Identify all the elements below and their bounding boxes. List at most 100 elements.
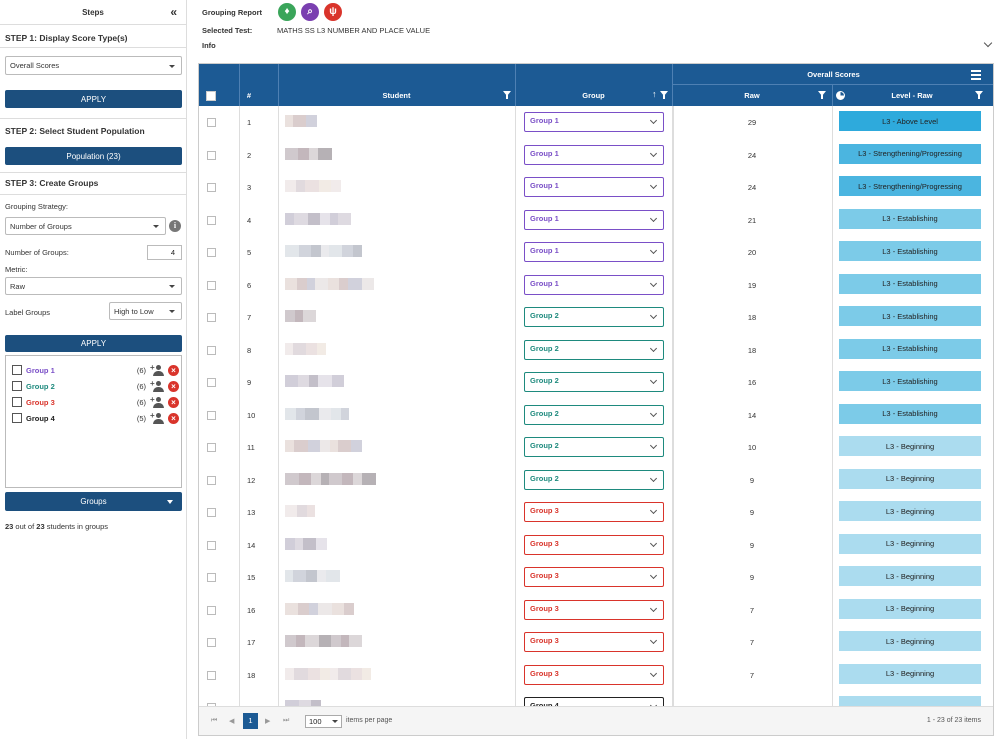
group-select[interactable]: Group 4: [524, 697, 664, 706]
info-toggle-label[interactable]: Info: [202, 41, 216, 50]
group-select[interactable]: Group 2: [524, 339, 664, 360]
apply-score-type-button[interactable]: APPLY: [5, 90, 182, 108]
row-checkbox[interactable]: [207, 508, 216, 517]
group-select[interactable]: Group 3: [524, 567, 664, 587]
info-icon[interactable]: i: [169, 220, 181, 232]
student-name-redacted[interactable]: [285, 472, 376, 485]
student-name-redacted[interactable]: [285, 375, 344, 387]
label-groups-select[interactable]: High to Low: [109, 302, 182, 320]
student-name-redacted[interactable]: [285, 245, 362, 257]
col-level-header[interactable]: Level - Raw: [891, 91, 933, 100]
apply-groups-button[interactable]: APPLY: [5, 335, 182, 352]
select-all-checkbox[interactable]: [206, 91, 216, 101]
group-select[interactable]: Group 1: [524, 177, 664, 197]
row-checkbox[interactable]: [207, 638, 216, 647]
group-select[interactable]: Group 2: [524, 372, 664, 392]
col-raw-header[interactable]: Raw: [744, 91, 760, 100]
remove-group-icon[interactable]: ×: [168, 412, 179, 424]
group-checkbox[interactable]: [12, 381, 22, 391]
metric-select[interactable]: Raw: [5, 277, 182, 295]
remove-group-icon[interactable]: ×: [168, 364, 179, 376]
student-name-redacted[interactable]: [285, 310, 316, 322]
tie-icon[interactable]: ♦: [278, 3, 296, 21]
group-select[interactable]: Group 1: [524, 144, 664, 165]
group-checkbox[interactable]: [12, 413, 22, 423]
current-page-button[interactable]: 1: [243, 713, 258, 729]
group-select[interactable]: Group 2: [524, 307, 664, 327]
add-user-icon[interactable]: +: [150, 363, 164, 376]
student-name-redacted[interactable]: [285, 635, 362, 647]
grouping-strategy-select[interactable]: Number of Groups: [5, 217, 166, 235]
column-menu-icon[interactable]: [971, 70, 981, 82]
student-name-redacted[interactable]: [285, 277, 374, 290]
chart-pie-icon[interactable]: [836, 91, 845, 100]
filter-icon[interactable]: [503, 91, 511, 99]
row-checkbox[interactable]: [207, 313, 216, 322]
group-select[interactable]: Group 3: [524, 599, 664, 620]
student-name-redacted[interactable]: [285, 115, 317, 127]
row-checkbox[interactable]: [207, 280, 216, 290]
student-name-redacted[interactable]: [285, 700, 321, 706]
group-checkbox[interactable]: [12, 397, 22, 407]
group-checkbox[interactable]: [12, 365, 22, 375]
row-checkbox[interactable]: [207, 410, 216, 420]
student-name-redacted[interactable]: [285, 570, 340, 582]
student-name-redacted[interactable]: [285, 147, 332, 160]
row-checkbox[interactable]: [207, 573, 216, 582]
group-select[interactable]: Group 1: [524, 242, 664, 262]
group-select[interactable]: Group 1: [524, 274, 664, 295]
row-checkbox[interactable]: [207, 248, 216, 257]
score-type-select[interactable]: Overall Scores: [5, 56, 182, 75]
row-checkbox[interactable]: [207, 475, 216, 485]
student-name-redacted[interactable]: [285, 440, 362, 452]
row-checkbox[interactable]: [207, 345, 216, 355]
page-size-select[interactable]: 100: [305, 715, 342, 728]
col-student-header[interactable]: Student: [382, 91, 411, 100]
student-name-redacted[interactable]: [285, 407, 349, 420]
prev-page-button[interactable]: ◀: [229, 718, 235, 725]
row-checkbox[interactable]: [207, 540, 216, 550]
row-checkbox[interactable]: [207, 703, 216, 706]
collapse-sidebar-icon[interactable]: «: [170, 5, 177, 19]
add-user-icon[interactable]: +: [150, 411, 164, 424]
row-checkbox[interactable]: [207, 215, 216, 225]
row-checkbox[interactable]: [207, 605, 216, 615]
student-name-redacted[interactable]: [285, 505, 315, 517]
last-page-button[interactable]: ⏭: [283, 717, 290, 724]
group-select[interactable]: Group 2: [524, 437, 664, 457]
num-groups-input[interactable]: 4: [147, 245, 182, 260]
group-select[interactable]: Group 3: [524, 502, 664, 522]
chevron-down-icon[interactable]: [983, 38, 993, 48]
stethoscope-icon[interactable]: ψ: [324, 3, 342, 21]
remove-group-icon[interactable]: ×: [168, 396, 179, 408]
group-select[interactable]: Group 2: [524, 404, 664, 425]
group-select[interactable]: Group 3: [524, 664, 664, 685]
row-checkbox[interactable]: [207, 443, 216, 452]
student-name-redacted[interactable]: [285, 212, 351, 225]
group-select[interactable]: Group 2: [524, 469, 664, 490]
row-checkbox[interactable]: [207, 670, 216, 680]
row-checkbox[interactable]: [207, 118, 216, 127]
row-checkbox[interactable]: [207, 378, 216, 387]
student-name-redacted[interactable]: [285, 602, 354, 615]
add-user-icon[interactable]: +: [150, 379, 164, 392]
add-user-icon[interactable]: +: [150, 395, 164, 408]
student-name-redacted[interactable]: [285, 667, 371, 680]
group-select[interactable]: Group 3: [524, 632, 664, 652]
search-icon[interactable]: ⌕: [301, 3, 319, 21]
student-name-redacted[interactable]: [285, 342, 326, 355]
student-name-redacted[interactable]: [285, 180, 341, 192]
group-select[interactable]: Group 1: [524, 112, 664, 132]
row-checkbox[interactable]: [207, 150, 216, 160]
row-checkbox[interactable]: [207, 183, 216, 192]
filter-icon[interactable]: [818, 91, 826, 99]
col-group-header[interactable]: Group: [582, 91, 605, 100]
next-page-button[interactable]: ▶: [265, 718, 271, 725]
filter-icon[interactable]: [975, 91, 983, 99]
group-select[interactable]: Group 1: [524, 209, 664, 230]
first-page-button[interactable]: ⏮: [211, 717, 218, 724]
student-name-redacted[interactable]: [285, 537, 327, 550]
groups-dropdown-button[interactable]: Groups: [5, 492, 182, 511]
filter-icon[interactable]: [660, 91, 668, 99]
group-select[interactable]: Group 3: [524, 534, 664, 555]
